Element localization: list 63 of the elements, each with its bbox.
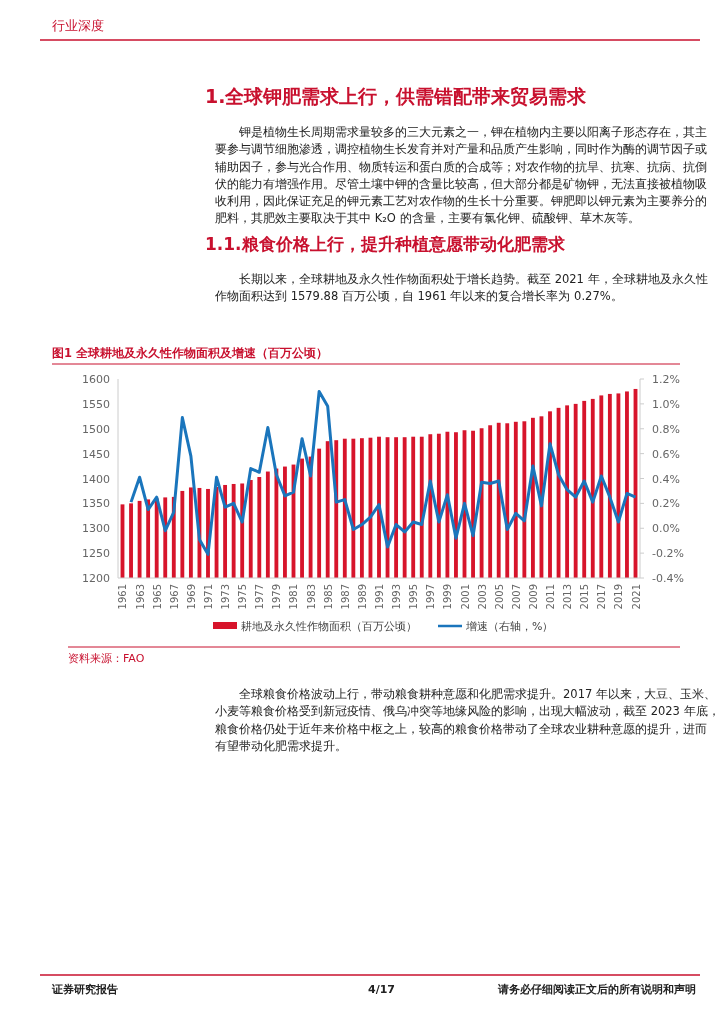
x-tick-label: 1989 [356, 584, 368, 610]
x-tick-label: 1963 [134, 584, 146, 610]
y2-tick-label: 1.2% [652, 373, 680, 386]
legend-label: 耕地及永久性作物面积（百万公顷） [241, 620, 417, 633]
text: 资料来源：FAO [68, 652, 145, 665]
x-tick-label: 1999 [442, 584, 454, 610]
x-tick-label: 1991 [374, 584, 385, 610]
x-tick-label: 1981 [288, 584, 300, 610]
x-tick-label: 2003 [476, 584, 488, 610]
line-series [129, 389, 638, 556]
y-tick-label: 1200 [82, 572, 110, 585]
x-tick-label: 2021 [630, 584, 642, 610]
y-tick-label: 1550 [82, 397, 110, 411]
y-tick-label: 1400 [82, 472, 110, 486]
y-tick-label: 1300 [82, 522, 110, 536]
x-tick-label: 2005 [493, 584, 505, 610]
x-tick-label: 1975 [237, 584, 249, 610]
x-tick-label: 2001 [459, 584, 471, 610]
x-tick-label: 1993 [391, 584, 403, 610]
x-tick-label: 1961 [117, 584, 129, 610]
legend-label: 增速（右轴，%） [465, 620, 554, 633]
chart-title: 图1 全球耕地及永久性作物面积及增速（百万公顷） [52, 346, 329, 360]
y-tick-label: 1350 [82, 497, 110, 511]
text: 长期以来，全球耕地及永久性作物面积处于增长趋势。截至 2021 年，全球耕地及永久性作物面积达到 1579.88 百万公顷，自 1961 年以来的复合增长率为 0.27%。 [214, 272, 708, 304]
y2-tick-label: 0.6% [652, 447, 680, 461]
x-tick-label: 1997 [425, 584, 437, 610]
text: 钾是植物生长周期需求量较多的三大元素之一，钾在植物内主要以阳离子形态存在，其主要参与调节细胞渗透，调控植物生长发育并对产量和品质产生影响，同时作为酶的调节因子或辅助因子，参与光合作用、物质转运和蛋白质的合成等；对农作物的抗旱、抗寒、抗病、抗倒伏的能力有增强作用。尽管土壤中钾的含量比较高，但大部分都是矿物钾，无法直接被植物吸收利用，因此保证充足的钾元素工艺对农作物的生长十分重要。钾肥即以钾元素为主要养分的肥料，其肥效主要取决于其中 K₂O 的含量，主要有氯化钾、硫酸钾、草木灰等。 [215, 125, 707, 226]
x-tick-label: 1977 [254, 584, 266, 610]
text: 请务必仔细阅读正文后的所有说明和声明 [497, 983, 696, 996]
x-tick-label: 1983 [305, 584, 317, 610]
y2-tick-label: -0.4% [652, 572, 684, 585]
text: 1.1.粮食价格上行，提升种植意愿带动化肥需求 [205, 234, 566, 254]
y2-tick-label: 0.2% [652, 497, 680, 511]
x-tick-label: 1995 [408, 584, 420, 610]
x-tick-label: 1969 [185, 584, 197, 610]
text: 行业深度 [52, 18, 104, 33]
y-tick-label: 1500 [82, 422, 110, 436]
x-tick-label: 1965 [151, 584, 163, 610]
x-tick-label: 2009 [527, 584, 539, 610]
y-tick-label: 1450 [82, 447, 110, 461]
y2-tick-label: -0.2% [652, 547, 684, 561]
text: 4/17 [368, 983, 395, 996]
text: 全球粮食价格波动上行，带动粮食耕种意愿和化肥需求提升。2017 年以来，大豆、玉米、小麦等粮食价格受到新冠疫情、俄乌冲突等地缘风险的影响，出现大幅波动，截至 2023 年底，粮食价格仍处于近年来价格中枢之上，较高的粮食价格带动了全球农业耕种意愿的提升，进而有望带动化肥需求提升。 [215, 687, 720, 753]
y-tick-label: 1250 [82, 547, 110, 561]
text: 证券研究报告 [51, 983, 118, 996]
text: 1.全球钾肥需求上行，供需错配带来贸易需求 [205, 85, 588, 107]
x-tick-label: 2017 [596, 584, 608, 610]
y2-tick-label: 1.0% [652, 397, 680, 411]
y2-tick-label: 0.8% [652, 422, 680, 436]
y2-tick-label: 0.0% [652, 522, 680, 536]
x-tick-label: 1973 [220, 584, 232, 610]
x-tick-label: 2019 [613, 584, 625, 610]
x-tick-label: 2013 [562, 584, 574, 610]
x-tick-label: 1971 [202, 584, 214, 610]
y-tick-label: 1600 [82, 373, 110, 386]
x-tick-label: 2007 [510, 584, 522, 610]
y2-tick-label: 0.4% [652, 472, 680, 486]
x-tick-label: 1979 [271, 584, 283, 610]
x-tick-label: 1985 [322, 584, 334, 610]
x-tick-label: 1987 [339, 584, 351, 610]
x-tick-label: 1967 [168, 584, 180, 610]
x-tick-label: 2015 [579, 584, 591, 610]
x-tick-label: 2011 [545, 584, 557, 610]
